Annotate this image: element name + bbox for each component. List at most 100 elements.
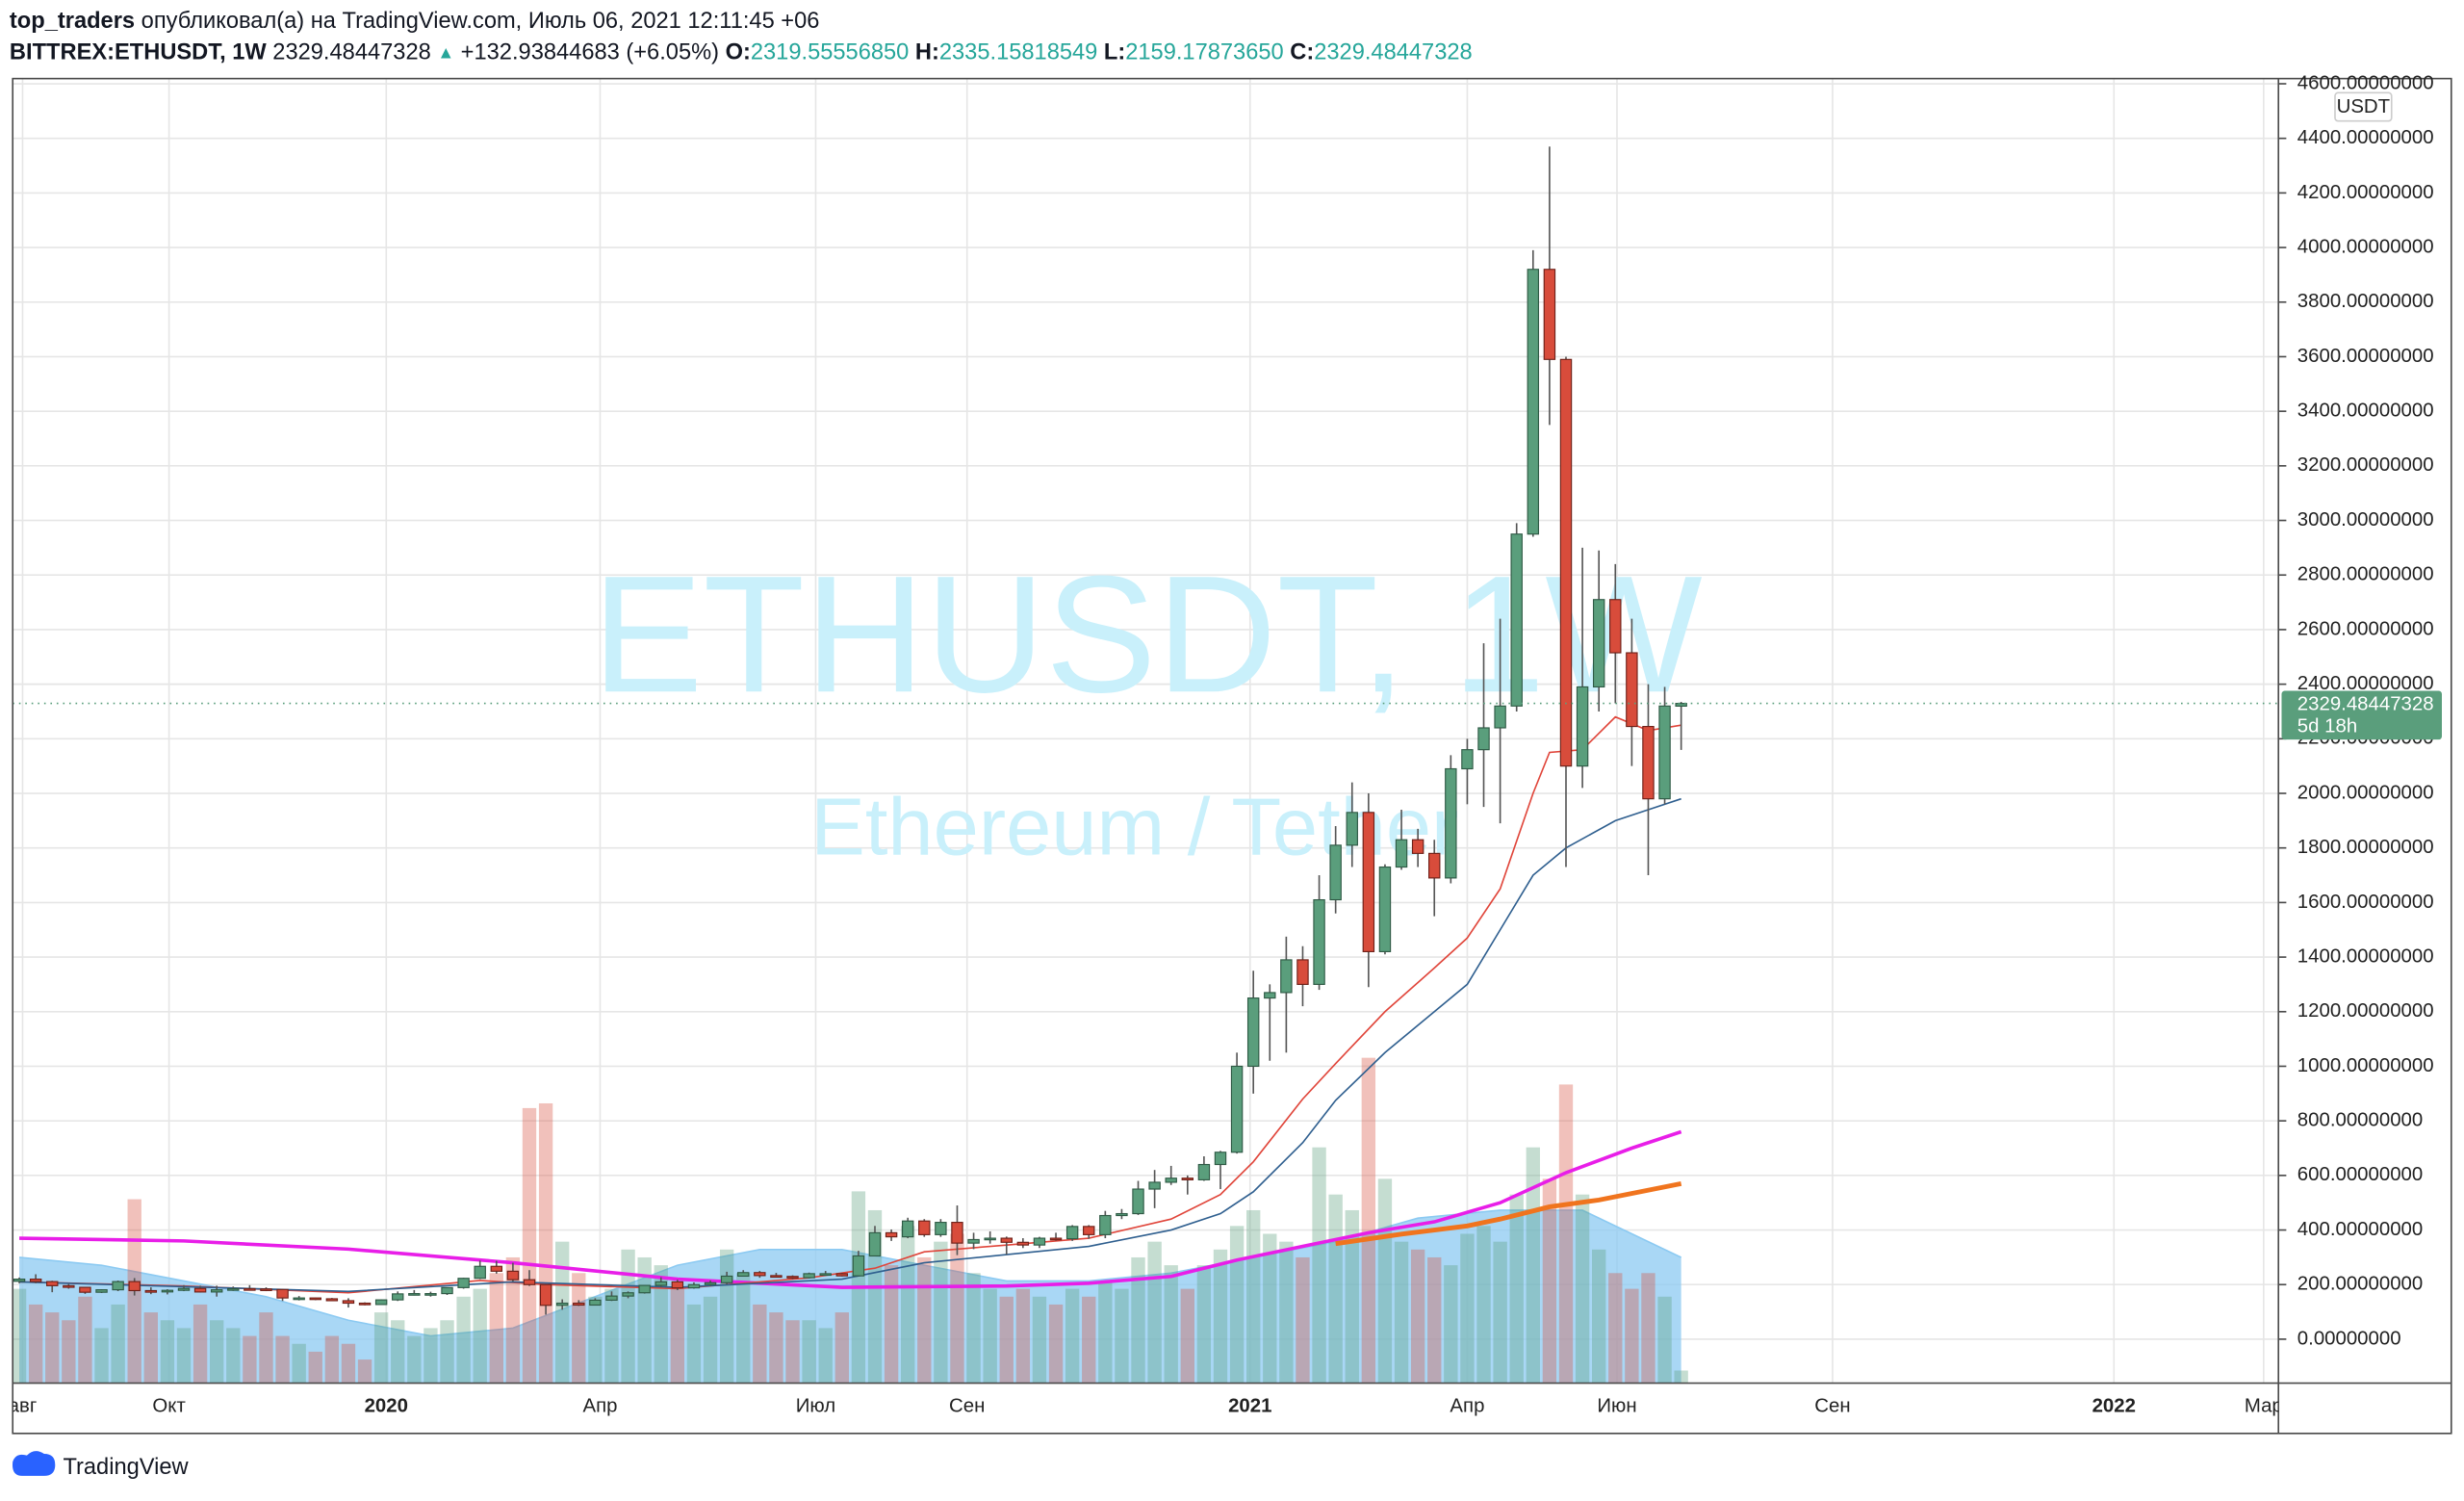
volume-bar (292, 1343, 306, 1384)
y-tick-label: 200.00000000 (2297, 1274, 2423, 1295)
candle-body (29, 1278, 42, 1282)
grid (13, 78, 2279, 1384)
volume-bar (983, 1288, 997, 1384)
volume-bar (966, 1273, 981, 1384)
candle-body (161, 1289, 174, 1293)
volume-bar (45, 1312, 60, 1384)
candle-body (1609, 599, 1622, 654)
candle-body (1461, 749, 1474, 770)
published: опубликовал(а) на TradingView.com, Июль … (141, 9, 820, 34)
candle-body (474, 1265, 486, 1280)
footer: TradingView (13, 1451, 190, 1480)
volume-bar (736, 1273, 751, 1384)
x-tick-label: 2020 (365, 1395, 408, 1416)
candle-body (901, 1220, 914, 1238)
candle-body (539, 1283, 552, 1307)
y-tick-label: 2600.00000000 (2297, 618, 2434, 639)
y-tick-label: 2000.00000000 (2297, 782, 2434, 803)
candle-body (325, 1298, 339, 1302)
candle-body (1494, 705, 1506, 729)
volume-bar (1460, 1233, 1475, 1384)
volume-bar (1098, 1281, 1113, 1384)
candle-body (935, 1222, 947, 1235)
volume-bar (440, 1320, 454, 1384)
volume-bar (884, 1265, 899, 1384)
candle-body (506, 1270, 520, 1281)
x-tick-label: Сен (949, 1395, 985, 1416)
candle-body (835, 1273, 849, 1277)
indicator-line (1335, 1180, 1682, 1247)
volume-bar (1131, 1256, 1145, 1384)
volume-bar (654, 1265, 668, 1384)
candle-body (770, 1275, 783, 1279)
candle-body (1264, 992, 1276, 999)
volume-bar (1032, 1296, 1047, 1384)
candle-body (260, 1288, 272, 1291)
candle-body (13, 1278, 26, 1282)
volume-bar (473, 1288, 487, 1384)
x-tick-label: Апр (583, 1395, 618, 1416)
candle-body (638, 1284, 651, 1294)
candle-body (704, 1281, 717, 1285)
volume-bar (1476, 1226, 1491, 1384)
watermark-subtitle: Ethereum / Tether (810, 781, 1458, 872)
volume-bar (1625, 1288, 1639, 1384)
candle-body (1280, 959, 1293, 994)
y-tick-label: 400.00000000 (2297, 1219, 2423, 1240)
candle-body (1576, 686, 1589, 767)
volume-bar (243, 1335, 257, 1384)
candle-body (358, 1302, 372, 1306)
volume-bar (604, 1288, 619, 1384)
y-tick-label: 3000.00000000 (2297, 509, 2434, 531)
volume-bar (522, 1107, 537, 1384)
volume-bar (1592, 1249, 1606, 1384)
candle-body (1675, 703, 1687, 707)
y-tick-label: 1000.00000000 (2297, 1055, 2434, 1076)
volume-bar (1082, 1296, 1096, 1384)
symbol-line: BITTREX:ETHUSDT, 1W 2329.48447328 ▲ +132… (10, 40, 1473, 65)
time-axis: авг Окт 2020 Апр Июл Сен 2021 Апр Июн Сен 2022 Мар (13, 1395, 2283, 1416)
volume-bar (176, 1328, 192, 1384)
indicator-line (19, 1129, 1682, 1289)
candle-body (1395, 839, 1408, 868)
candle-body (1313, 898, 1325, 986)
change-arrow: ▲ (437, 42, 454, 62)
volume-bar (834, 1312, 849, 1384)
x-tick-label: Июл (796, 1395, 835, 1416)
y-tick-label: 3400.00000000 (2297, 401, 2434, 422)
candle-body (128, 1281, 141, 1292)
last-price-box (2281, 690, 2442, 740)
candle-body (293, 1297, 305, 1301)
volume-bar (785, 1320, 800, 1384)
candle-body (392, 1293, 404, 1301)
volume-bar (670, 1288, 685, 1384)
volume-bar (1377, 1178, 1393, 1384)
volume-bar (538, 1102, 553, 1384)
close-value: 2329.48447328 (1314, 40, 1472, 65)
candle-body (210, 1289, 223, 1293)
candle-body (408, 1293, 421, 1296)
candle-body (605, 1295, 618, 1301)
candle-body (918, 1220, 931, 1235)
candle-body (1411, 839, 1424, 854)
candle-body (868, 1231, 882, 1257)
candle-body (112, 1281, 124, 1291)
volume-bar (373, 1312, 389, 1384)
y-tick-label: 3800.00000000 (2297, 291, 2434, 312)
x-tick-label: Мар (2245, 1395, 2283, 1416)
candle-body (276, 1288, 289, 1299)
volume-bar (1444, 1265, 1458, 1384)
candle-body (1592, 599, 1605, 688)
volume-bar (259, 1312, 273, 1384)
x-tick-label: Июн (1597, 1395, 1636, 1416)
candle-body (967, 1238, 980, 1244)
candle-body (309, 1297, 321, 1301)
low-value: 2159.17873650 (1125, 40, 1283, 65)
candle-body (671, 1281, 684, 1289)
candle-body (1246, 997, 1260, 1068)
candle-body (622, 1292, 634, 1297)
candle-body (1181, 1178, 1194, 1180)
volume-bar (111, 1304, 125, 1384)
candle-body (95, 1289, 108, 1293)
candle-body (63, 1284, 75, 1288)
